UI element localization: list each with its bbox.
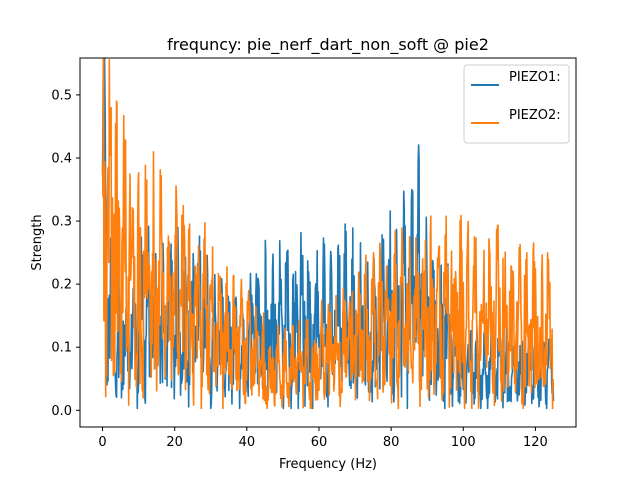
- x-tick-label: 0: [98, 435, 106, 450]
- legend: PIEZO1: PIEZO2:: [463, 64, 570, 144]
- series-line-piezo2: [101, 58, 555, 410]
- legend-label-piezo1: PIEZO1:: [509, 70, 561, 85]
- y-tick-label: 0.1: [51, 341, 72, 356]
- y-tick-label: 0.0: [51, 404, 72, 419]
- plot-frame: [79, 57, 577, 428]
- x-tick-label: 100: [451, 435, 476, 450]
- x-tick-label: 60: [311, 435, 328, 450]
- x-tick-label: 120: [523, 435, 548, 450]
- x-tick-label: 80: [383, 435, 400, 450]
- y-tick-label: 0.2: [51, 278, 72, 293]
- y-tick-label: 0.4: [51, 151, 72, 166]
- legend-label-piezo2: PIEZO2:: [509, 108, 561, 123]
- x-axis-label: Frequency (Hz): [279, 457, 377, 472]
- x-tick-label: 20: [166, 435, 183, 450]
- chart-title: frequncy: pie_nerf_dart_non_soft @ pie2: [167, 35, 489, 55]
- y-tick-label: 0.5: [51, 88, 72, 103]
- x-tick-label: 40: [239, 435, 256, 450]
- y-tick-label: 0.3: [51, 215, 72, 230]
- y-axis-label: Strength: [30, 214, 45, 270]
